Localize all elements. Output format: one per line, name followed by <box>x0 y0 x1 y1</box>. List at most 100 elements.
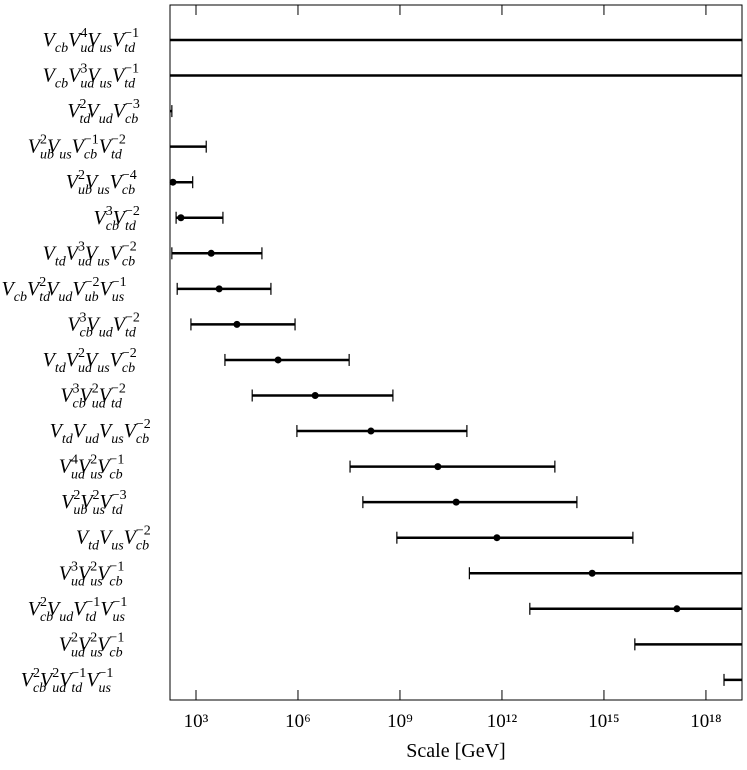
symbol: V <box>85 171 100 193</box>
subscript: ud <box>99 112 114 127</box>
symbol: V <box>97 456 112 478</box>
subscript: ud <box>78 361 93 376</box>
category-label: Vud4Vus2Vcb−1 <box>59 453 125 483</box>
subscript: us <box>97 183 110 198</box>
symbol: V <box>110 349 125 371</box>
superscript: 4 <box>80 26 87 41</box>
subscript: ud <box>85 432 100 447</box>
superscript: −1 <box>124 62 139 77</box>
subscript: ud <box>52 681 67 696</box>
superscript: 2 <box>92 382 99 397</box>
subscript: us <box>59 148 72 163</box>
subscript: td <box>39 290 51 305</box>
category-label: VtdVud3VusVcb−2 <box>43 239 137 269</box>
subscript: ub <box>73 503 87 518</box>
subscript: us <box>100 41 113 56</box>
superscript: −1 <box>109 453 124 468</box>
symbol: V <box>21 669 36 691</box>
symbol: V <box>80 491 95 513</box>
category-label: Vud2Vus2Vcb−1 <box>59 630 125 660</box>
central-value <box>169 178 177 186</box>
superscript: 3 <box>80 62 87 77</box>
x-tick-label: 10¹⁸ <box>690 711 721 732</box>
symbol: V <box>87 29 102 51</box>
symbol: V <box>66 171 81 193</box>
subscript: cb <box>14 290 27 305</box>
superscript: 2 <box>90 559 97 574</box>
central-value <box>177 214 185 222</box>
subscript: us <box>100 77 113 92</box>
subscript: ud <box>80 41 95 56</box>
superscript: −2 <box>111 382 126 397</box>
superscript: −2 <box>85 275 100 290</box>
superscript: 2 <box>40 595 47 610</box>
symbol: V <box>59 669 74 691</box>
symbol: V <box>72 136 87 158</box>
symbol: V <box>67 313 82 335</box>
symbol: V <box>113 100 128 122</box>
symbol: V <box>97 633 112 655</box>
symbol: V <box>60 385 75 407</box>
symbol: V <box>46 278 61 300</box>
category-label: VcbVud3VusVtd−1 <box>43 62 139 92</box>
symbol: V <box>94 207 109 229</box>
subscript: us <box>97 254 110 269</box>
category-label: Vcb2Vud2Vtd−1Vus−1 <box>21 666 114 696</box>
superscript: −1 <box>85 595 100 610</box>
category-label: Vcb2VudVtd−1Vus−1 <box>28 595 128 625</box>
symbol: V <box>43 349 58 371</box>
symbol: V <box>59 456 74 478</box>
superscript: −2 <box>122 239 137 254</box>
superscript: 2 <box>39 275 46 290</box>
superscript: −1 <box>84 133 99 148</box>
symbol: V <box>66 242 81 264</box>
symbol: V <box>124 420 139 442</box>
superscript: 2 <box>93 488 100 503</box>
superscript: −1 <box>109 630 124 645</box>
superscript: 2 <box>80 97 87 112</box>
symbol: V <box>47 136 62 158</box>
symbol: V <box>43 65 58 87</box>
superscript: −2 <box>125 204 140 219</box>
subscript: ud <box>78 254 93 269</box>
x-tick-label: 10¹² <box>487 711 518 732</box>
superscript: −1 <box>109 559 124 574</box>
symbol: V <box>61 491 76 513</box>
superscript: 2 <box>71 630 78 645</box>
superscript: −1 <box>99 666 114 681</box>
superscript: 2 <box>33 666 40 681</box>
superscript: 2 <box>78 346 85 361</box>
subscript: us <box>113 610 126 625</box>
x-tick-label: 10⁶ <box>285 711 311 732</box>
subscript: cb <box>136 432 149 447</box>
category-label: Vcb3Vud2Vtd−2 <box>60 382 126 412</box>
x-tick-label: 10¹⁵ <box>588 711 619 732</box>
subscript: ub <box>78 183 92 198</box>
symbol: V <box>110 171 125 193</box>
symbol: V <box>99 136 114 158</box>
subscript: td <box>112 503 124 518</box>
subscript: td <box>124 41 136 56</box>
symbol: V <box>124 527 139 549</box>
superscript: 2 <box>78 168 85 183</box>
subscript: ub <box>85 290 99 305</box>
subscript: us <box>93 503 106 518</box>
symbol: V <box>110 242 125 264</box>
category-label: Vcb3Vtd−2 <box>94 204 140 234</box>
plot-frame <box>169 4 743 701</box>
symbol: V <box>27 278 42 300</box>
subscript: ud <box>71 468 86 483</box>
symbol: V <box>85 349 100 371</box>
symbol: V <box>97 562 112 584</box>
symbol: V <box>85 242 100 264</box>
x-tick-label: 10⁹ <box>387 711 413 732</box>
subscript: cb <box>40 610 53 625</box>
symbol: V <box>99 527 114 549</box>
symbol: V <box>72 278 87 300</box>
subscript: cb <box>55 77 68 92</box>
superscript: −1 <box>71 666 86 681</box>
subscript: cb <box>136 539 149 554</box>
subscript: cb <box>73 397 86 412</box>
superscript: −2 <box>136 417 151 432</box>
